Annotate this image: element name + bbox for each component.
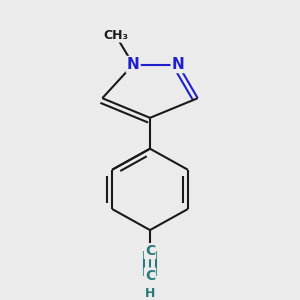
- Text: C: C: [145, 268, 155, 283]
- Text: CH₃: CH₃: [104, 28, 129, 42]
- Text: N: N: [127, 57, 140, 72]
- Text: H: H: [145, 287, 155, 300]
- Text: C: C: [145, 244, 155, 258]
- Text: N: N: [172, 57, 184, 72]
